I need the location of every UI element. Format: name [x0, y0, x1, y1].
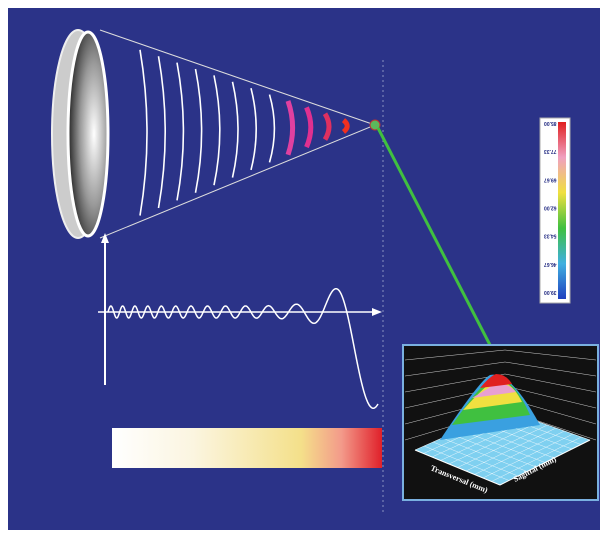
wavefront [213, 75, 221, 186]
colorbar-label: 62.00 [544, 205, 557, 211]
transducer-dish [66, 30, 110, 238]
colorbar-label: 46.67 [544, 261, 557, 267]
wall-line [504, 385, 597, 409]
colorbar-label: 77.33 [544, 148, 557, 154]
wall-line [504, 361, 597, 377]
axis-arrow [101, 233, 109, 243]
cone-edge [99, 124, 376, 239]
colorbar [558, 122, 566, 299]
wavefront [157, 56, 166, 209]
colorbar-label: 85.00 [544, 120, 557, 126]
grid-line [482, 433, 574, 479]
wavefront [194, 68, 203, 193]
wavefront [250, 87, 257, 171]
axis-arrow [372, 308, 382, 316]
colorbar-label: 54.33 [544, 233, 557, 239]
wavefront [322, 112, 332, 141]
wavefronts [139, 49, 350, 216]
wall-line [404, 361, 506, 377]
colorbar-label: 69.67 [544, 176, 557, 182]
grid-line [491, 436, 582, 482]
pressure-waveform [107, 287, 379, 409]
wavefront [268, 94, 276, 163]
grid-line [457, 424, 548, 468]
grid-line [465, 427, 557, 472]
wall-line [504, 349, 597, 361]
wavefront [139, 49, 148, 216]
zoom-line [376, 127, 492, 346]
wavefront [304, 106, 314, 149]
wall-line [504, 373, 597, 393]
wavefront [341, 118, 350, 134]
focus-point [369, 119, 381, 131]
wavefront [176, 62, 185, 201]
colorbar-labels: 85.00 77.33 69.67 62.00 54.33 46.67 39.00 [544, 120, 557, 295]
temperature-bar [112, 428, 382, 468]
surface-plot: Transversal (mm) Sagittal (mm) [404, 349, 597, 495]
grid-line [474, 430, 565, 475]
wavefront [285, 100, 296, 156]
colorbar-label: 39.00 [544, 289, 557, 295]
wavefront [231, 81, 239, 178]
wall-line [404, 349, 506, 361]
cone-edge [99, 29, 376, 126]
